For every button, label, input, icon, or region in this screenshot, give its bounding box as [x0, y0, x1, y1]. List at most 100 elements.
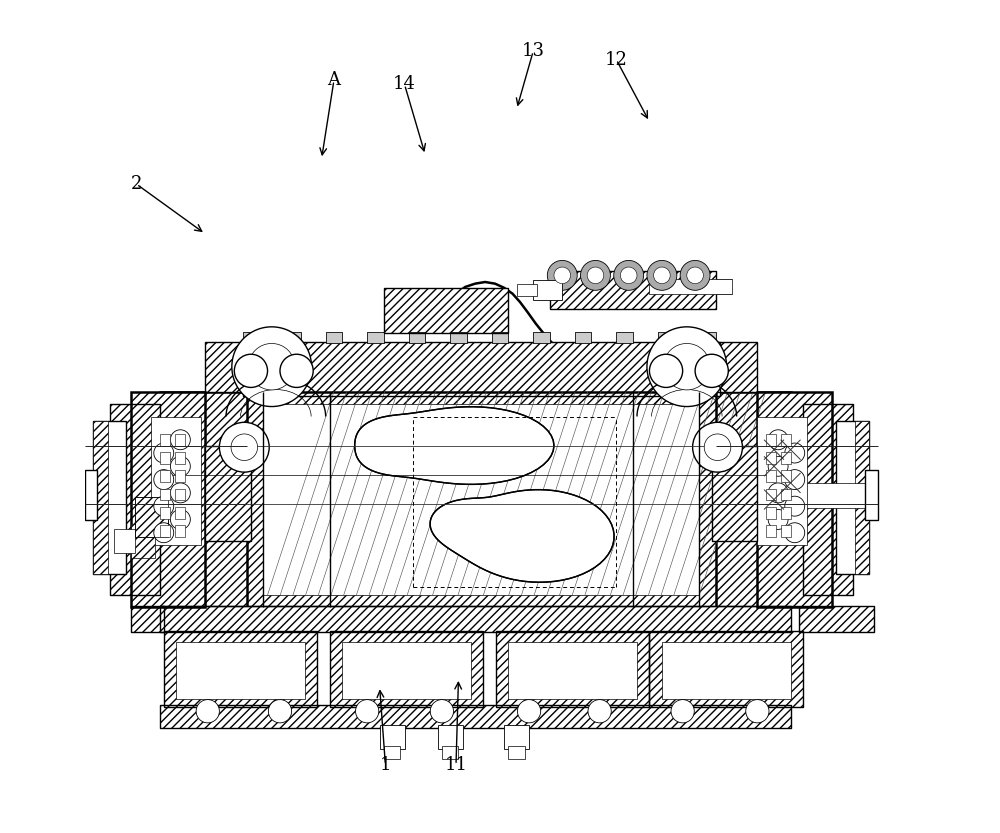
Bar — [508, 746, 525, 759]
Bar — [151, 416, 201, 545]
Bar — [550, 272, 716, 308]
Circle shape — [693, 422, 742, 472]
Polygon shape — [430, 490, 614, 582]
Text: 2: 2 — [131, 175, 142, 193]
Circle shape — [785, 523, 805, 542]
Text: 12: 12 — [605, 51, 628, 68]
Bar — [438, 726, 463, 749]
Bar — [781, 526, 791, 537]
Bar — [326, 332, 342, 343]
Bar — [131, 392, 205, 607]
Circle shape — [649, 354, 683, 387]
Bar — [712, 446, 757, 541]
Bar — [450, 332, 467, 343]
Bar — [712, 446, 757, 541]
Bar — [836, 421, 869, 574]
Bar — [649, 631, 803, 707]
Bar — [114, 529, 135, 553]
Circle shape — [547, 261, 577, 291]
Bar — [263, 404, 699, 595]
Bar — [766, 526, 776, 537]
Bar — [175, 452, 185, 464]
Circle shape — [785, 470, 805, 490]
Circle shape — [785, 496, 805, 516]
Bar — [135, 497, 168, 537]
Bar — [865, 471, 878, 521]
Circle shape — [280, 354, 313, 387]
Bar — [766, 452, 776, 464]
Text: 13: 13 — [522, 42, 545, 60]
Bar — [766, 434, 776, 446]
Bar — [855, 421, 869, 574]
Bar — [243, 332, 259, 343]
Circle shape — [232, 327, 312, 407]
Circle shape — [746, 700, 769, 723]
Bar — [781, 452, 791, 464]
Circle shape — [695, 354, 728, 387]
Bar — [409, 332, 425, 343]
Bar — [160, 471, 170, 482]
Bar — [766, 489, 776, 501]
Bar — [175, 471, 185, 482]
Bar — [504, 726, 529, 749]
Text: 11: 11 — [444, 756, 467, 774]
Circle shape — [154, 496, 174, 516]
Bar — [160, 452, 170, 464]
Circle shape — [647, 327, 727, 407]
Bar — [492, 332, 508, 343]
Bar — [757, 416, 807, 545]
Circle shape — [170, 456, 190, 476]
Text: A: A — [327, 72, 340, 89]
Bar — [176, 642, 305, 699]
Bar — [367, 332, 384, 343]
Circle shape — [768, 456, 788, 476]
Bar — [93, 421, 108, 574]
Circle shape — [647, 261, 677, 291]
Circle shape — [219, 422, 269, 472]
Circle shape — [671, 700, 694, 723]
Circle shape — [704, 434, 731, 461]
Circle shape — [517, 700, 541, 723]
Bar — [175, 526, 185, 537]
Bar — [666, 342, 757, 392]
Circle shape — [248, 343, 295, 390]
Bar — [330, 631, 483, 707]
Bar — [131, 525, 155, 557]
Bar — [243, 342, 720, 396]
Bar — [658, 332, 674, 343]
Bar — [164, 631, 317, 707]
Bar — [803, 404, 853, 595]
Circle shape — [768, 483, 788, 503]
Bar — [85, 471, 97, 521]
Circle shape — [664, 343, 710, 390]
Bar — [175, 434, 185, 446]
Bar — [160, 507, 170, 519]
Bar — [131, 392, 205, 607]
Bar — [160, 392, 791, 607]
Circle shape — [231, 434, 258, 461]
Bar — [799, 606, 874, 632]
Bar — [93, 421, 126, 574]
Bar — [330, 631, 483, 707]
Bar — [205, 446, 251, 541]
Bar — [160, 705, 791, 728]
Bar — [616, 332, 633, 343]
Circle shape — [268, 700, 292, 723]
Bar — [160, 606, 791, 632]
Bar — [699, 332, 716, 343]
Bar — [649, 279, 732, 293]
Bar — [616, 332, 633, 343]
Bar — [205, 342, 297, 392]
Circle shape — [154, 443, 174, 463]
Bar — [284, 332, 301, 343]
Bar — [496, 631, 649, 707]
Circle shape — [785, 443, 805, 463]
Bar — [492, 332, 508, 343]
Bar — [517, 284, 537, 296]
Circle shape — [581, 261, 610, 291]
Circle shape — [554, 267, 571, 284]
Bar — [131, 606, 164, 632]
Bar — [766, 507, 776, 519]
Bar — [662, 642, 791, 699]
Bar — [110, 404, 160, 595]
